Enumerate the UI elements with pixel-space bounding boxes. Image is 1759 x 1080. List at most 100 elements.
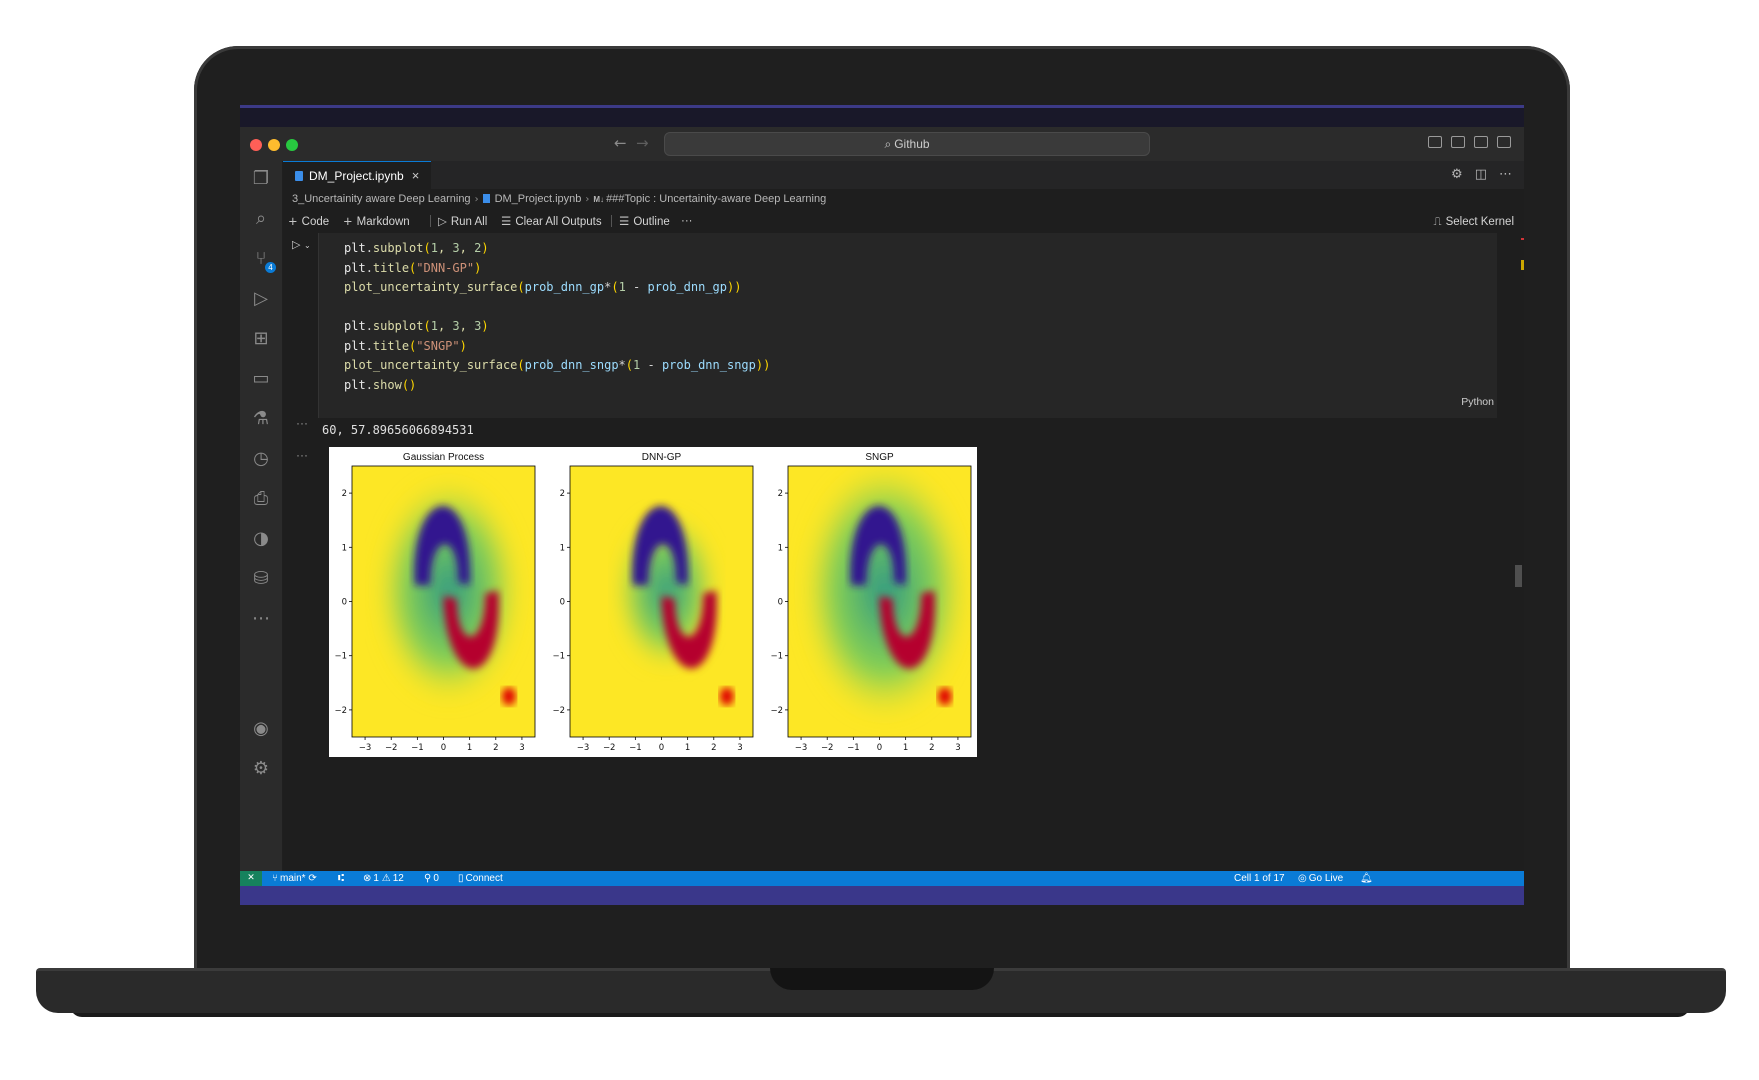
git-graph-icon[interactable]: ◑ [253,528,269,549]
class-region-red [443,590,499,669]
search-icon: ⌕ [884,137,892,151]
cell-gutter [283,233,318,418]
more-icon[interactable]: ⋯ [252,608,270,629]
extensions-icon[interactable]: ⊞ [253,328,269,349]
split-editor-icon[interactable]: ◫ [1474,167,1487,182]
notifications-bell-icon[interactable]: 🔔︎ [1360,873,1373,884]
settings-gear-icon[interactable]: ⚙ [1451,167,1463,182]
database-icon[interactable]: ⛁ [253,568,269,589]
customize-layout-icon[interactable] [1497,136,1511,148]
code-cell[interactable] [318,233,1497,418]
notebook-toolbar: + Code + Markdown ▷ Run All ☰ Clear All Outp… [283,209,1524,233]
error-icon: ⊗ [363,873,372,884]
plus-icon: + [343,214,353,228]
y-tick-label: 0 [778,598,783,608]
broadcast-icon: ◎ [1298,873,1307,884]
uncertainty-plots: Gaussian Process −3 −2 −1 0 1 2 3 2 1 0 −1 −2 DNN-GP −… [334,452,972,753]
breadcrumb-file[interactable]: DM_Project.ipynb [494,193,582,205]
run-all-button[interactable]: ▷ Run All [438,214,488,228]
output-text: 60, 57.89656066894531 [322,423,474,437]
output-more-icon[interactable]: ··· [296,448,308,462]
problems-status[interactable]: ⊗ 1 ⚠ 12 [363,873,404,884]
warning-icon: ⚠ [381,873,391,884]
desktop-top-band [240,105,1524,127]
toolbar-more-button[interactable]: ··· [681,215,693,227]
overview-error-marker [1521,238,1524,240]
y-tick-label: −2 [770,706,783,716]
search-icon[interactable]: ⌕ [255,208,267,229]
overview-warning-marker [1521,260,1524,270]
branch-status[interactable]: ⑂ main* ⟳ [272,873,317,884]
execute-cell-icon[interactable]: ▷ ⌄ [292,238,311,251]
timeline-icon[interactable]: ◷ [253,448,269,469]
remote-indicator-icon[interactable]: ✕ [240,871,262,886]
explorer-icon[interactable]: ❐ [252,168,270,189]
cell-language-label[interactable]: Python [1461,396,1494,408]
remote-explorer-icon[interactable]: ▭ [252,368,270,389]
add-markdown-cell-button[interactable]: + Markdown [343,214,410,228]
subplot-title: SNGP [865,452,894,463]
toggle-panel-icon[interactable] [1451,136,1465,148]
go-live-status[interactable]: ◎ Go Live [1298,873,1344,884]
run-debug-icon[interactable]: ▷ [254,288,268,309]
y-tick-label: 1 [778,543,783,553]
markdown-icon: M↓ [593,195,605,204]
subplot-title: DNN-GP [642,452,682,463]
y-tick-label: −2 [552,706,565,716]
x-tick-label: −2 [603,743,616,753]
chevron-right-icon: › [585,194,590,205]
source-control-icon[interactable]: ⑂ [249,247,276,273]
close-tab-icon[interactable]: × [411,168,420,183]
close-window-button[interactable] [250,139,262,151]
chevron-down-icon[interactable]: ⌄ [303,241,311,250]
y-tick-label: 2 [778,489,783,499]
forward-arrow-icon[interactable]: → [636,134,649,152]
minimize-window-button[interactable] [268,139,280,151]
vertical-scrollbar[interactable] [1515,235,1522,855]
git-graph-status-icon[interactable]: ⑆ [338,873,344,884]
x-tick-label: −1 [411,743,424,753]
command-center-search[interactable]: ⌕ Github [664,132,1150,156]
run-icon: ▷ [438,214,447,228]
chevron-right-icon: › [474,194,479,205]
ood-cluster [719,687,734,706]
status-bar: ✕ ⑂ main* ⟳ ⑆ ⊗ 1 ⚠ 12 ⚲ 0 ▯ Connect Cell 1 o… [240,871,1524,886]
class-region-blue [414,505,470,586]
x-tick-label: 0 [659,743,664,753]
y-tick-label: 1 [560,543,565,553]
clear-all-outputs-button[interactable]: ☰ Clear All Outputs [501,214,602,228]
connect-status[interactable]: ▯ Connect [458,873,503,884]
more-actions-icon[interactable]: ⋯ [1499,167,1512,182]
breadcrumb-section[interactable]: ###Topic : Uncertainity-aware Deep Learn… [606,193,827,205]
outline-button[interactable]: ☰ Outline [619,214,670,228]
settings-sync-icon[interactable]: ⎙ [253,488,269,509]
manage-gear-icon[interactable]: ⚙ [252,758,270,779]
uncertainty-haze [804,466,965,716]
editor-actions: ⚙ ◫ ⋯ [1439,161,1512,189]
x-tick-label: 0 [441,743,446,753]
output-figure: Gaussian Process −3 −2 −1 0 1 2 3 2 1 0 −1 −2 DNN-GP −… [329,447,977,757]
cell-position-status[interactable]: Cell 1 of 17 [1234,873,1285,884]
scrollbar-thumb[interactable] [1515,565,1522,587]
x-tick-label: 1 [903,743,908,753]
back-arrow-icon[interactable]: ← [614,134,627,152]
toolbar-divider [430,215,431,227]
toggle-primary-sidebar-icon[interactable] [1428,136,1442,148]
y-tick-label: −1 [770,652,783,662]
x-tick-label: 3 [519,743,524,753]
testing-icon[interactable]: ⚗ [252,408,270,429]
clear-outputs-icon: ☰ [501,214,512,228]
breadcrumb-folder[interactable]: 3_Uncertainity aware Deep Learning [292,193,471,205]
zoom-window-button[interactable] [286,139,298,151]
select-kernel-button[interactable]: ⎍ Select Kernel [1433,214,1514,228]
add-code-cell-button[interactable]: + Code [288,214,330,228]
x-tick-label: 3 [955,743,960,753]
kernel-icon: ⎍ [1433,214,1442,228]
account-icon[interactable]: ◉ [253,718,269,739]
ports-status[interactable]: ⚲ 0 [424,873,439,884]
tab-dm-project[interactable]: DM_Project.ipynb × [283,161,432,190]
code-editor[interactable]: plt.subplot(1, 3, 2) plt.title("DNN-GP")… [344,241,771,392]
toggle-secondary-sidebar-icon[interactable] [1474,136,1488,148]
output-more-icon[interactable]: ··· [296,416,308,430]
class-region-red [661,590,717,669]
